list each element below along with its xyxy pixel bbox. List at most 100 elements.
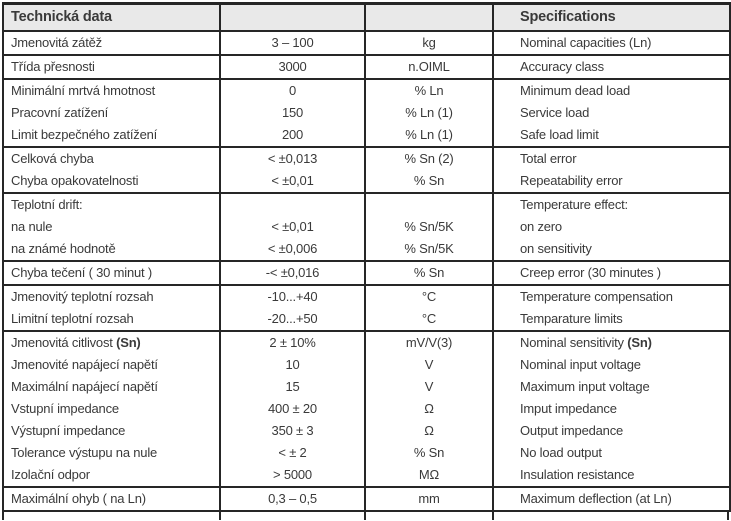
english-label-cell: Maximum deflection (at Ln) [492, 487, 730, 512]
czech-label-cell: Jmenovitý teplotní rozsah [11, 289, 154, 305]
english-label: Nominal sensitivity [520, 335, 628, 351]
table-row: Celková chyba < ±0,013 % Sn (2) Total er… [3, 147, 730, 170]
unit-cell: % Ln [364, 79, 493, 102]
value-cell: -< ±0,016 [219, 261, 365, 286]
czech-label-cell: Maximální napájecí napětí [11, 379, 158, 395]
value-cell: 400 ± 20 [219, 398, 365, 420]
unit-cell: °C [364, 308, 493, 332]
czech-label-cell: Jmenovitá citlivost (Sn) [3, 331, 220, 354]
table-row: Výstupní impedance 350 ± 3 Ω Output impe… [3, 420, 730, 442]
english-label-cell: Creep error (30 minutes ) [492, 261, 730, 286]
english-label-cell: Minimum dead load [492, 79, 730, 102]
unit-cell: % Sn (2) [364, 147, 493, 170]
czech-label: Jmenovitá citlivost [11, 335, 117, 351]
column-divider-segment [219, 512, 221, 520]
czech-label-cell: Výstupní impedance [11, 423, 126, 439]
table-row: Maximální napájecí napětí 15 V Maximum i… [3, 376, 730, 398]
english-label-cell: Nominal input voltage [492, 354, 730, 376]
header-english: Specifications [492, 3, 730, 32]
unit-cell: MΩ [364, 464, 493, 488]
table-row: Tolerance výstupu na nule < ± 2 % Sn No … [3, 442, 730, 464]
table-row: Jmenovitá zátěž 3 – 100 kg Nominal capac… [3, 31, 730, 56]
english-label-bold: (Sn) [627, 335, 652, 351]
value-cell: 15 [219, 376, 365, 398]
czech-label-cell: Chyba tečení ( 30 minut ) [3, 261, 220, 286]
value-cell: < ± 2 [219, 442, 365, 464]
unit-cell: V [364, 354, 493, 376]
table-row: Vstupní impedance 400 ± 20 Ω Imput imped… [3, 398, 730, 420]
english-label-cell: Nominal sensitivity (Sn) [492, 331, 730, 354]
value-cell: 150 [219, 102, 365, 124]
table-row: Limitní teplotní rozsah -20...+50 °C Tem… [3, 308, 730, 332]
value-cell: 350 ± 3 [219, 420, 365, 442]
table-header-row: Technická data Specifications [3, 3, 730, 32]
unit-cell: % Sn [364, 442, 493, 464]
value-cell: < ±0,01 [219, 170, 365, 194]
table-row: Chyba opakovatelnosti < ±0,01 % Sn Repea… [3, 170, 730, 194]
value-cell: 0,3 – 0,5 [219, 487, 365, 512]
czech-label-cell: Minimální mrtvá hmotnost [11, 83, 156, 99]
column-divider-segment [492, 512, 494, 520]
unit-cell: % Sn/5K [364, 238, 493, 262]
english-label-cell: on zero [492, 216, 730, 238]
english-label-cell: Temparature limits [492, 308, 730, 332]
header-value-spacer [219, 3, 365, 32]
table-row: Třída přesnosti 3000 n.OIML Accuracy cla… [3, 55, 730, 80]
english-label-cell: Temperature compensation [492, 285, 730, 308]
czech-label-cell: Chyba opakovatelnosti [3, 170, 220, 194]
value-cell: 3 – 100 [219, 31, 365, 56]
english-label-cell: on sensitivity [492, 238, 730, 262]
table-cutoff-strip [2, 512, 729, 520]
unit-cell: mV/V(3) [364, 331, 493, 354]
english-label-cell: Imput impedance [492, 398, 730, 420]
value-cell: -10...+40 [219, 285, 365, 308]
czech-label-cell: Maximální ohyb ( na Ln) [3, 487, 220, 512]
header-unit-spacer [364, 3, 493, 32]
value-cell: < ±0,01 [219, 216, 365, 238]
english-label-cell: Safe load limit [492, 124, 730, 148]
czech-label-cell: Teplotní drift: [11, 197, 83, 213]
header-czech: Technická data [3, 3, 220, 32]
value-cell: 3000 [219, 55, 365, 80]
table-row: Pracovní zatížení 150 % Ln (1) Service l… [3, 102, 730, 124]
value-cell: 0 [219, 79, 365, 102]
czech-label-cell: Limitní teplotní rozsah [3, 308, 220, 332]
czech-label-bold: (Sn) [116, 335, 141, 351]
unit-cell: % Ln (1) [364, 102, 493, 124]
value-cell [219, 193, 365, 216]
unit-cell: mm [364, 487, 493, 512]
czech-label-cell: na známé hodnotě [3, 238, 220, 262]
table-row: Izolační odpor > 5000 MΩ Insulation resi… [3, 464, 730, 488]
unit-cell: V [364, 376, 493, 398]
english-label-cell: Maximum input voltage [492, 376, 730, 398]
table-right-border-segment [727, 512, 729, 520]
unit-cell: n.OIML [364, 55, 493, 80]
czech-label-cell: Limit bezpečného zatížení [3, 124, 220, 148]
english-label-cell: No load output [492, 442, 730, 464]
value-cell: > 5000 [219, 464, 365, 488]
value-cell: 2 ± 10% [219, 331, 365, 354]
table-row: na známé hodnotě < ±0,006 % Sn/5K on sen… [3, 238, 730, 262]
column-divider-segment [364, 512, 366, 520]
table-row: Jmenovitá citlivost (Sn) 2 ± 10% mV/V(3)… [3, 331, 730, 354]
spec-table: Technická data Specifications Jmenovitá … [2, 2, 731, 512]
czech-label-cell: Izolační odpor [3, 464, 220, 488]
table-row: Minimální mrtvá hmotnost 0 % Ln Minimum … [3, 79, 730, 102]
value-cell: 200 [219, 124, 365, 148]
value-cell: -20...+50 [219, 308, 365, 332]
unit-cell: °C [364, 285, 493, 308]
czech-label-cell: Celková chyba [11, 151, 94, 167]
czech-label-cell: Pracovní zatížení [11, 105, 109, 121]
czech-label-cell: Tolerance výstupu na nule [11, 445, 158, 461]
table-row: Teplotní drift: Temperature effect: [3, 193, 730, 216]
table-row: Jmenovité napájecí napětí 10 V Nominal i… [3, 354, 730, 376]
english-label-cell: Total error [492, 147, 730, 170]
unit-cell: % Ln (1) [364, 124, 493, 148]
table-left-border-segment [2, 512, 4, 520]
unit-cell: % Sn [364, 170, 493, 194]
table-row: Jmenovitý teplotní rozsah -10...+40 °C T… [3, 285, 730, 308]
value-cell: < ±0,006 [219, 238, 365, 262]
unit-cell: Ω [364, 420, 493, 442]
unit-cell: Ω [364, 398, 493, 420]
table-row: Limit bezpečného zatížení 200 % Ln (1) S… [3, 124, 730, 148]
